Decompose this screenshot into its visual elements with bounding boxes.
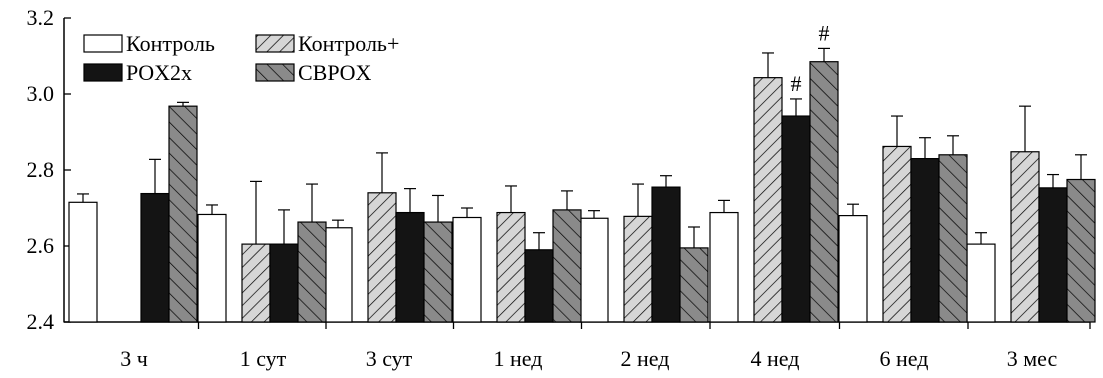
y-tick-label: 2.8 <box>27 157 55 182</box>
bar <box>1066 178 1096 323</box>
bar <box>781 115 811 323</box>
x-tick-label: 4 нед <box>751 346 800 371</box>
bar <box>423 221 453 323</box>
bar <box>323 227 353 323</box>
y-tick-label: 2.4 <box>27 309 55 334</box>
bar <box>552 209 582 323</box>
bar <box>938 154 968 323</box>
legend: Контроль Контроль+ POX2x CBPOX <box>83 31 399 85</box>
plot-area: 2.4 2.6 2.8 3.0 3.2 3 ч 1 сут 3 сут 1 нед 2 нед 4 … <box>27 5 1096 371</box>
bar <box>452 216 482 323</box>
bar <box>241 243 271 323</box>
legend-label-control: Контроль <box>126 31 215 56</box>
y-tick-label: 3.0 <box>27 81 55 106</box>
y-tick-label: 2.6 <box>27 233 55 258</box>
bar <box>966 243 996 323</box>
x-tick-label: 3 сут <box>366 346 413 371</box>
bar <box>269 243 299 323</box>
legend-swatch-control-plus <box>255 34 295 53</box>
bar <box>1010 151 1040 323</box>
y-tick-label: 3.2 <box>27 5 55 30</box>
bar <box>140 192 170 323</box>
x-tick-label: 3 мес <box>1007 346 1058 371</box>
x-tick-label: 2 нед <box>621 346 670 371</box>
x-tick-label: 6 нед <box>880 346 929 371</box>
bar <box>395 211 425 323</box>
bar <box>197 213 227 323</box>
bar <box>651 186 681 323</box>
bar <box>679 247 709 323</box>
bar <box>809 61 839 323</box>
significance-mark: # <box>819 20 830 45</box>
bar <box>68 201 98 323</box>
x-tick-label: 1 нед <box>494 346 543 371</box>
legend-swatch-pox2x <box>83 63 123 82</box>
bar <box>579 217 609 323</box>
bar <box>838 215 868 323</box>
x-tick-label: 1 сут <box>240 346 287 371</box>
bar <box>297 221 327 323</box>
x-tick-label: 3 ч <box>120 346 148 371</box>
legend-swatch-control <box>83 34 123 53</box>
legend-label-pox2x: POX2x <box>126 60 192 85</box>
bar <box>1038 187 1068 323</box>
bar <box>910 158 940 323</box>
significance-mark: # <box>791 71 802 96</box>
bar <box>367 192 397 323</box>
legend-swatch-cbpox <box>255 63 295 82</box>
bar <box>753 77 783 323</box>
bar <box>882 145 912 323</box>
bar <box>168 105 198 323</box>
bar <box>524 249 554 323</box>
bar <box>496 211 526 323</box>
bar <box>623 215 653 323</box>
legend-label-cbpox: CBPOX <box>298 60 371 85</box>
legend-label-control-plus: Контроль+ <box>298 31 399 56</box>
bar <box>709 211 739 323</box>
